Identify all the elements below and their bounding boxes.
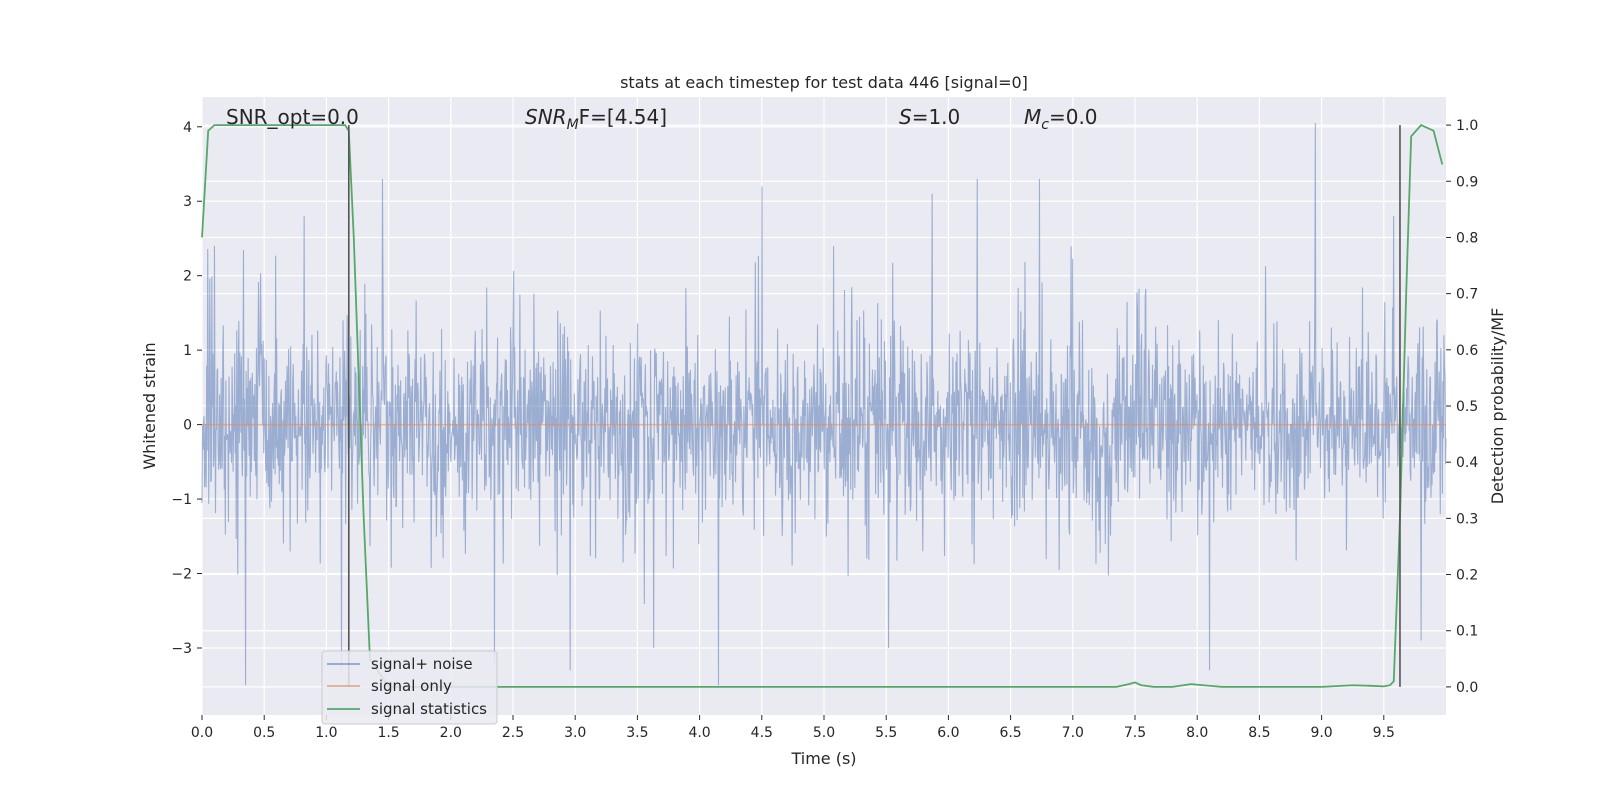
y-left-tick-label-0: 4 bbox=[183, 120, 192, 136]
annotation-snr-mf: SNRMF=[4.54] bbox=[525, 105, 667, 133]
y-right-tick-label-0: 1.0 bbox=[1456, 118, 1478, 134]
y-right-tick-label-2: 0.8 bbox=[1456, 230, 1478, 246]
grid bbox=[201, 97, 1446, 715]
y-left-tick-label-2: 2 bbox=[183, 269, 192, 285]
legend-box bbox=[321, 650, 498, 725]
annotation-snr-mf-main: SNR bbox=[525, 105, 567, 129]
signal-plus-noise-line bbox=[201, 123, 1447, 686]
x-tick-label-1: 0.5 bbox=[253, 725, 275, 741]
annotation-mc-var: M bbox=[1024, 105, 1041, 129]
x-tick-label-4: 2.0 bbox=[440, 725, 462, 741]
y-left-tick-label-7: −3 bbox=[171, 641, 192, 657]
annotation-snr-mf-rest: F=[4.54] bbox=[579, 105, 667, 129]
y-axis-right-label: Detection probability/MF bbox=[1488, 308, 1507, 505]
x-tick-label-9: 4.5 bbox=[751, 725, 773, 741]
y-left-tick-label-1: 3 bbox=[183, 194, 192, 210]
x-tick-label-7: 3.5 bbox=[626, 725, 648, 741]
signal-statistics-line bbox=[201, 123, 1444, 688]
chart-title: stats at each timestep for test data 446… bbox=[620, 73, 1028, 92]
annotation-mc: Mc=0.0 bbox=[1024, 105, 1098, 133]
vertical-markers bbox=[347, 125, 1401, 687]
x-tick-label-10: 5.0 bbox=[813, 725, 835, 741]
y-left-tick-label-3: 1 bbox=[183, 343, 192, 359]
y-right-tick-label-1: 0.9 bbox=[1456, 174, 1478, 190]
y-right-tick-label-4: 0.6 bbox=[1456, 343, 1478, 359]
y-right-tick-label-6: 0.4 bbox=[1456, 455, 1478, 471]
legend-label-signal-only: signal only bbox=[371, 677, 452, 695]
annotation-s-rest: =1.0 bbox=[912, 105, 961, 129]
y-left-tick-label-5: −1 bbox=[171, 492, 192, 508]
x-tick-label-15: 7.5 bbox=[1124, 725, 1146, 741]
y-axis-left-label: Whitened strain bbox=[140, 342, 159, 469]
x-tick-label-19: 9.5 bbox=[1373, 725, 1395, 741]
y-axis-right-ticks: 1.0 0.9 0.8 0.7 0.6 0.5 0.4 0.3 0.2 0.1 0.0 bbox=[1446, 118, 1478, 696]
y-right-tick-label-5: 0.5 bbox=[1456, 399, 1478, 415]
x-tick-label-3: 1.5 bbox=[377, 725, 399, 741]
x-tick-label-5: 2.5 bbox=[502, 725, 524, 741]
y-right-tick-label-10: 0.0 bbox=[1456, 680, 1478, 696]
y-left-tick-label-4: 0 bbox=[183, 418, 192, 434]
x-tick-label-17: 8.5 bbox=[1248, 725, 1270, 741]
y-left-tick-label-6: −2 bbox=[171, 567, 192, 583]
y-right-tick-label-7: 0.3 bbox=[1456, 511, 1478, 527]
legend-label-signal-statistics: signal statistics bbox=[371, 700, 487, 718]
x-tick-label-12: 6.0 bbox=[937, 725, 959, 741]
x-tick-label-0: 0.0 bbox=[191, 725, 213, 741]
y-right-tick-label-8: 0.2 bbox=[1456, 568, 1478, 584]
x-tick-label-11: 5.5 bbox=[875, 725, 897, 741]
series-signal-plus-noise bbox=[201, 123, 1447, 686]
x-tick-label-8: 4.0 bbox=[688, 725, 710, 741]
y-right-tick-label-3: 0.7 bbox=[1456, 287, 1478, 303]
y-axis-left-ticks: 4 3 2 1 0 −1 −2 −3 bbox=[171, 120, 202, 657]
annotation-mc-rest: =0.0 bbox=[1049, 105, 1098, 129]
x-tick-label-6: 3.0 bbox=[564, 725, 586, 741]
legend: signal+ noise signal only signal statist… bbox=[321, 650, 498, 725]
x-tick-label-2: 1.0 bbox=[315, 725, 337, 741]
series-signal-statistics bbox=[201, 123, 1444, 688]
x-tick-label-14: 7.0 bbox=[1062, 725, 1084, 741]
legend-label-signal-plus-noise: signal+ noise bbox=[371, 655, 473, 673]
annotation-snr-mf-sub: M bbox=[567, 117, 579, 133]
x-tick-label-13: 6.5 bbox=[999, 725, 1021, 741]
annotation-snr-opt: SNR_opt=0.0 bbox=[226, 105, 359, 129]
annotation-mc-sub: c bbox=[1041, 117, 1049, 133]
x-tick-label-16: 8.0 bbox=[1186, 725, 1208, 741]
x-axis-ticks: 0.0 0.5 1.0 1.5 2.0 2.5 3.0 3.5 4.0 4.5 5.0 5.5 6.0 6… bbox=[191, 715, 1395, 741]
annotation-s: S=1.0 bbox=[899, 105, 960, 129]
y-right-tick-label-9: 0.1 bbox=[1456, 624, 1478, 640]
annotation-s-var: S bbox=[899, 105, 912, 129]
x-axis-label: Time (s) bbox=[790, 749, 856, 768]
x-tick-label-18: 9.0 bbox=[1310, 725, 1332, 741]
